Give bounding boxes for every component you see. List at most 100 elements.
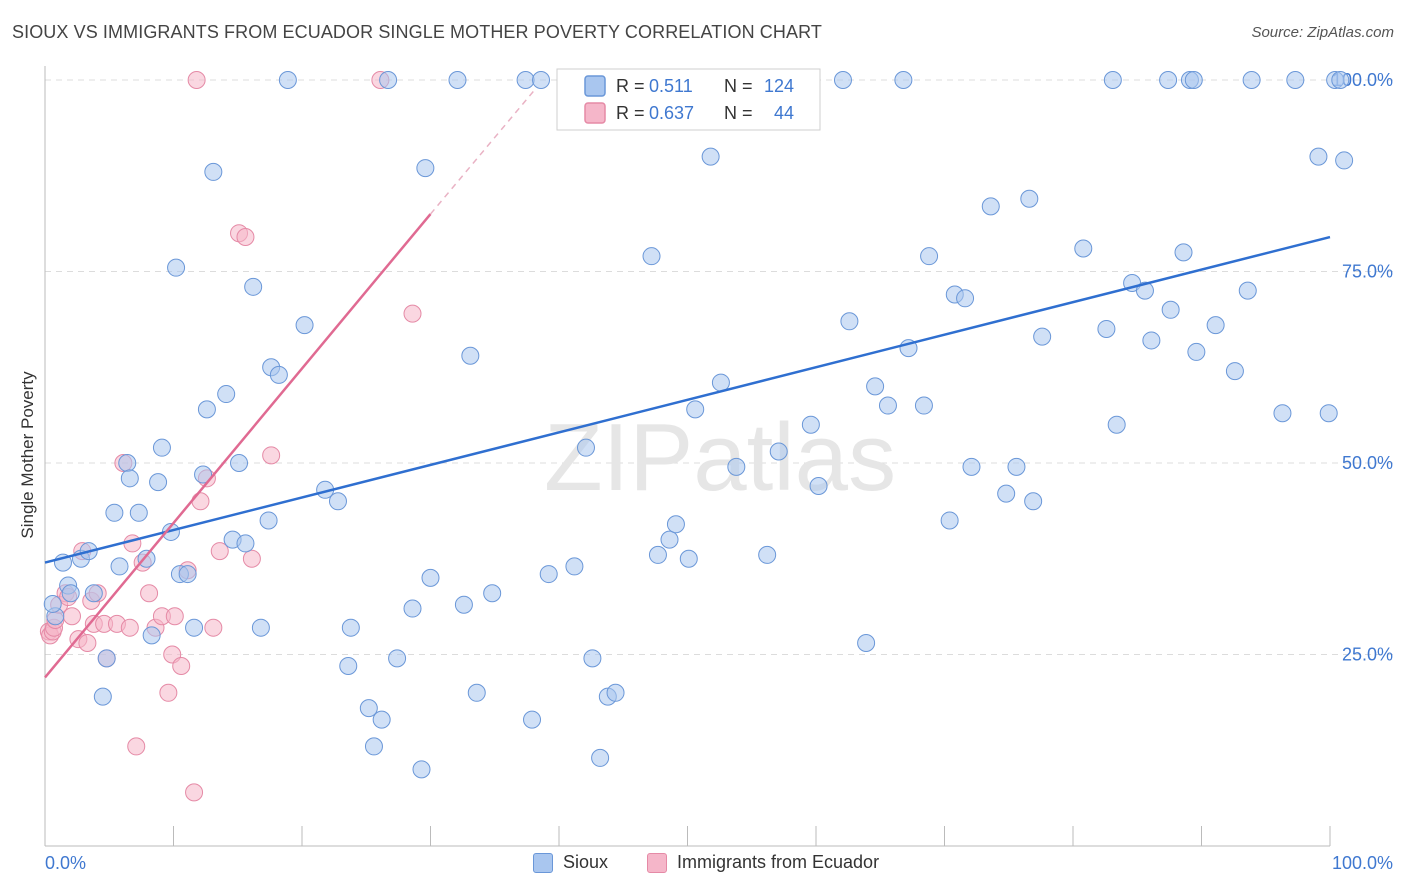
data-point-ecuador bbox=[204, 618, 223, 637]
axes bbox=[44, 66, 1331, 847]
data-point-sioux bbox=[940, 511, 959, 530]
data-point-sioux bbox=[1286, 71, 1305, 89]
data-point-sioux bbox=[167, 258, 186, 277]
data-point-sioux bbox=[962, 457, 981, 476]
data-point-sioux bbox=[878, 396, 897, 415]
data-point-sioux bbox=[454, 595, 473, 614]
data-point-sioux bbox=[840, 312, 859, 331]
data-point-sioux bbox=[339, 656, 358, 675]
data-point-sioux bbox=[1273, 404, 1292, 423]
watermark: ZIPatlas bbox=[544, 404, 896, 511]
data-point-sioux bbox=[178, 565, 197, 584]
stats-n-label: N = bbox=[724, 103, 753, 123]
y-tick-label: 25.0% bbox=[1342, 645, 1393, 665]
y-axis-label: Single Mother Poverty bbox=[18, 371, 37, 539]
data-point-ecuador bbox=[191, 492, 210, 511]
data-point-sioux bbox=[679, 549, 698, 568]
data-point-sioux bbox=[1161, 300, 1180, 319]
data-point-sioux bbox=[1074, 239, 1093, 258]
data-point-sioux bbox=[1135, 281, 1154, 300]
data-point-sioux bbox=[1097, 319, 1116, 338]
data-point-sioux bbox=[1238, 281, 1257, 300]
data-point-sioux bbox=[866, 377, 885, 396]
data-point-sioux bbox=[61, 584, 80, 603]
data-point-sioux bbox=[1331, 71, 1350, 89]
data-point-sioux bbox=[576, 438, 595, 457]
data-point-sioux bbox=[591, 748, 610, 767]
data-point-sioux bbox=[416, 159, 435, 178]
legend-item-ecuador[interactable]: Immigrants from Ecuador bbox=[647, 852, 879, 873]
data-point-sioux bbox=[412, 760, 431, 779]
data-point-sioux bbox=[217, 385, 236, 404]
trendline-sioux bbox=[44, 235, 1331, 564]
data-point-ecuador bbox=[165, 607, 184, 626]
data-point-sioux bbox=[278, 71, 297, 89]
data-point-ecuador bbox=[127, 737, 146, 756]
bottom-legend: Sioux Immigrants from Ecuador bbox=[0, 852, 1406, 878]
legend-item-sioux[interactable]: Sioux bbox=[533, 852, 608, 873]
trendline-ecuador bbox=[44, 213, 432, 679]
data-point-sioux bbox=[516, 71, 535, 89]
data-point-sioux bbox=[197, 400, 216, 419]
stats-r-value: 0.511 bbox=[649, 76, 693, 96]
data-point-sioux bbox=[251, 618, 270, 637]
data-point-ecuador bbox=[120, 618, 139, 637]
data-point-sioux bbox=[269, 365, 288, 384]
stats-n-label: N = bbox=[724, 76, 753, 96]
data-point-sioux bbox=[137, 549, 156, 568]
data-point-sioux bbox=[1024, 492, 1043, 511]
stats-r-label: R = bbox=[616, 76, 645, 96]
data-point-sioux bbox=[93, 687, 112, 706]
data-point-sioux bbox=[1174, 243, 1193, 262]
source-credit: Source: ZipAtlas.com bbox=[1251, 24, 1394, 41]
data-point-sioux bbox=[801, 415, 820, 434]
data-point-sioux bbox=[1184, 71, 1203, 89]
data-point-sioux bbox=[758, 545, 777, 564]
data-point-sioux bbox=[857, 634, 876, 653]
data-point-sioux bbox=[467, 683, 486, 702]
data-point-sioux bbox=[105, 503, 124, 522]
data-point-sioux bbox=[364, 737, 383, 756]
gridlines bbox=[45, 79, 1393, 655]
data-point-sioux bbox=[379, 71, 398, 89]
data-point-sioux bbox=[1187, 342, 1206, 361]
data-point-sioux bbox=[1007, 457, 1026, 476]
data-point-ecuador bbox=[140, 584, 159, 603]
data-point-sioux bbox=[118, 454, 137, 472]
data-point-sioux bbox=[1319, 404, 1338, 423]
data-point-sioux bbox=[372, 710, 391, 729]
data-point-sioux bbox=[403, 599, 422, 618]
x-tick-label: 100.0% bbox=[1332, 853, 1393, 873]
data-point-sioux bbox=[711, 373, 730, 392]
data-point-sioux bbox=[1020, 189, 1039, 208]
data-point-sioux bbox=[894, 71, 913, 89]
data-point-sioux bbox=[97, 649, 116, 668]
stats-n-value: 124 bbox=[764, 76, 794, 96]
data-point-sioux bbox=[341, 618, 360, 637]
stats-n-value: 44 bbox=[774, 103, 794, 123]
data-point-sioux bbox=[701, 147, 720, 166]
stats-r-value: 0.637 bbox=[649, 103, 694, 123]
y-tick-label: 50.0% bbox=[1342, 453, 1393, 473]
trendline-ecuador-extension bbox=[429, 91, 534, 215]
data-point-sioux bbox=[606, 683, 625, 702]
data-point-sioux bbox=[1103, 71, 1122, 89]
data-point-sioux bbox=[920, 247, 939, 266]
data-point-sioux bbox=[388, 649, 407, 668]
data-point-sioux bbox=[194, 465, 213, 484]
data-point-sioux bbox=[1107, 415, 1126, 434]
data-point-sioux bbox=[149, 473, 168, 492]
data-point-sioux bbox=[244, 277, 263, 296]
data-point-ecuador bbox=[172, 656, 191, 675]
data-point-sioux bbox=[483, 584, 502, 603]
data-point-sioux bbox=[648, 545, 667, 564]
data-point-sioux bbox=[204, 162, 223, 181]
data-point-sioux bbox=[1242, 71, 1261, 89]
data-point-sioux bbox=[686, 400, 705, 419]
data-point-sioux bbox=[666, 515, 685, 534]
data-point-sioux bbox=[981, 197, 1000, 216]
stats-swatch bbox=[584, 102, 606, 124]
data-point-sioux bbox=[230, 454, 249, 472]
legend-swatch-sioux bbox=[533, 852, 553, 873]
data-point-sioux bbox=[328, 492, 347, 511]
